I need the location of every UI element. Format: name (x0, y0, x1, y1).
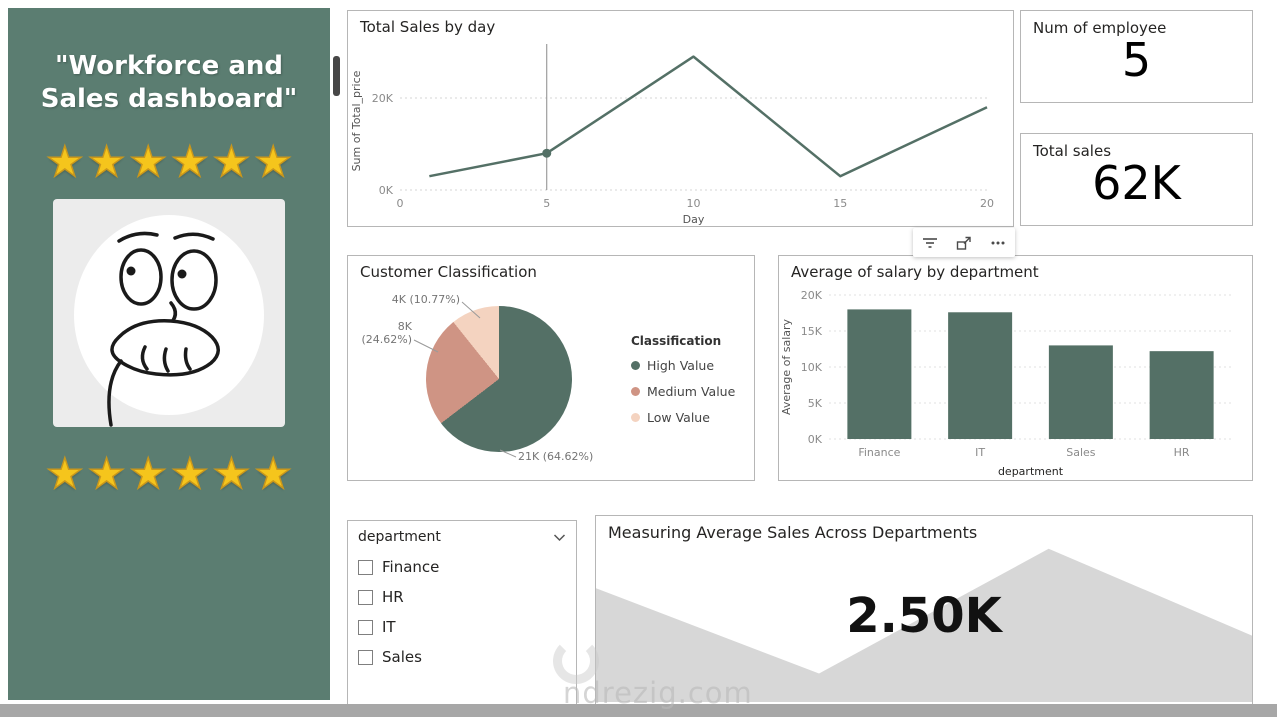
area-chart-value: 2.50K (846, 588, 1002, 644)
star-icon: ★ (87, 137, 126, 186)
svg-text:department: department (998, 465, 1064, 478)
star-icon: ★ (212, 137, 251, 186)
checkbox-icon[interactable] (358, 619, 373, 635)
legend-item[interactable]: High Value (631, 358, 735, 373)
legend-item[interactable]: Low Value (631, 410, 735, 425)
star-icon: ★ (170, 137, 209, 186)
card-label: Num of employee (1033, 19, 1167, 37)
slicer-option-label: Sales (382, 648, 422, 666)
slicer-option-list: Finance HR IT Sales (358, 558, 566, 666)
slicer-option-finance[interactable]: Finance (358, 558, 566, 576)
slicer-option-label: HR (382, 588, 404, 606)
checkbox-icon[interactable] (358, 649, 373, 665)
slicer-option-it[interactable]: IT (358, 618, 566, 636)
line-chart-canvas[interactable]: 0K 20K 0 5 10 15 20 Day Sum of Total_price (348, 38, 1003, 226)
star-icon: ★ (129, 449, 168, 498)
legend-list: High Value Medium Value Low Value (631, 358, 735, 425)
card-label: Total sales (1033, 142, 1112, 160)
svg-text:15K: 15K (801, 325, 823, 338)
svg-text:15: 15 (833, 197, 847, 210)
slicer-option-sales[interactable]: Sales (358, 648, 566, 666)
legend-label: Medium Value (647, 384, 736, 399)
num-of-employee-card: Num of employee 5 (1020, 10, 1253, 103)
star-icon: ★ (254, 137, 293, 186)
svg-text:HR: HR (1174, 446, 1190, 459)
svg-text:0K: 0K (808, 433, 823, 446)
pie-chart[interactable] (426, 306, 572, 452)
meme-face-drawing (74, 215, 264, 427)
slicer-option-label: Finance (382, 558, 440, 576)
svg-text:Average of salary: Average of salary (780, 318, 793, 415)
svg-text:Finance: Finance (858, 446, 900, 459)
visual-options-toolbar (913, 228, 1015, 257)
dashboard-title: "Workforce and Sales dashboard" (40, 51, 298, 114)
legend-label: High Value (647, 358, 715, 373)
sidebar: "Workforce and Sales dashboard" ★★★★★★ ★… (8, 8, 330, 700)
star-icon: ★ (170, 449, 209, 498)
star-rating-top: ★★★★★★ (8, 137, 330, 186)
scrollbar-thumb[interactable] (333, 56, 340, 96)
checkbox-icon[interactable] (358, 589, 373, 605)
svg-text:Day: Day (683, 213, 705, 226)
slicer-title: department (358, 528, 441, 545)
focus-mode-icon[interactable] (951, 231, 977, 255)
svg-text:IT: IT (975, 446, 985, 459)
customer-classification-panel: Customer Classification 4K (10.77%) 8K (… (347, 255, 755, 481)
slicer-option-label: IT (382, 618, 396, 636)
total-sales-card: Total sales 62K (1020, 133, 1253, 226)
chevron-down-icon[interactable] (553, 527, 566, 546)
area-chart-canvas[interactable] (596, 544, 1252, 702)
panel-title: Measuring Average Sales Across Departmen… (608, 523, 978, 542)
svg-text:10K: 10K (801, 361, 823, 374)
legend-bullet-icon (631, 413, 640, 422)
legend-bullet-icon (631, 361, 640, 370)
pie-label-low-value: 4K (10.77%) (391, 293, 460, 306)
panel-title: Customer Classification (360, 263, 537, 281)
svg-text:Sales: Sales (1066, 446, 1096, 459)
panel-title: Total Sales by day (360, 18, 496, 36)
card-value: 5 (1121, 33, 1152, 87)
pie-legend: Classification High Value Medium Value Low… (631, 334, 735, 436)
star-icon: ★ (254, 449, 293, 498)
bottom-edge-strip (0, 704, 1277, 717)
svg-text:Sum of Total_price: Sum of Total_price (350, 70, 363, 171)
panel-title: Average of salary by department (791, 263, 1039, 281)
card-value: 62K (1092, 156, 1181, 210)
svg-text:5: 5 (543, 197, 550, 210)
meme-image (53, 199, 285, 427)
avg-sales-across-departments-panel: Measuring Average Sales Across Departmen… (595, 515, 1253, 706)
star-icon: ★ (87, 449, 126, 498)
star-icon: ★ (129, 137, 168, 186)
avg-salary-by-department-panel: Average of salary by department 0K 5K 10K 1… (778, 255, 1253, 481)
department-slicer: department Finance HR IT Sales (347, 520, 577, 706)
bar-chart-canvas[interactable]: 0K 5K 10K 15K 20K Finance IT Sales HR department A… (779, 283, 1242, 479)
filter-icon[interactable] (917, 231, 943, 255)
total-sales-by-day-panel: Total Sales by day 0K 20K 0 5 10 15 20 Day Sum o… (347, 10, 1014, 227)
pie-label-medium-value: 8K (24.62%) (361, 320, 412, 346)
legend-item[interactable]: Medium Value (631, 384, 735, 399)
star-icon: ★ (45, 137, 84, 186)
star-icon: ★ (212, 449, 251, 498)
legend-label: Low Value (647, 410, 710, 425)
star-rating-bottom: ★★★★★★ (8, 449, 330, 498)
checkbox-icon[interactable] (358, 559, 373, 575)
svg-text:20K: 20K (372, 92, 394, 105)
svg-text:10: 10 (687, 197, 701, 210)
legend-title: Classification (631, 334, 722, 348)
slicer-option-hr[interactable]: HR (358, 588, 566, 606)
svg-text:0K: 0K (379, 184, 394, 197)
svg-text:0: 0 (397, 197, 404, 210)
more-options-icon[interactable] (985, 231, 1011, 255)
pie-label-high-value: 21K (64.62%) (518, 450, 594, 463)
star-icon: ★ (45, 449, 84, 498)
svg-text:20K: 20K (801, 289, 823, 302)
legend-bullet-icon (631, 387, 640, 396)
svg-text:5K: 5K (808, 397, 823, 410)
svg-text:20: 20 (980, 197, 994, 210)
